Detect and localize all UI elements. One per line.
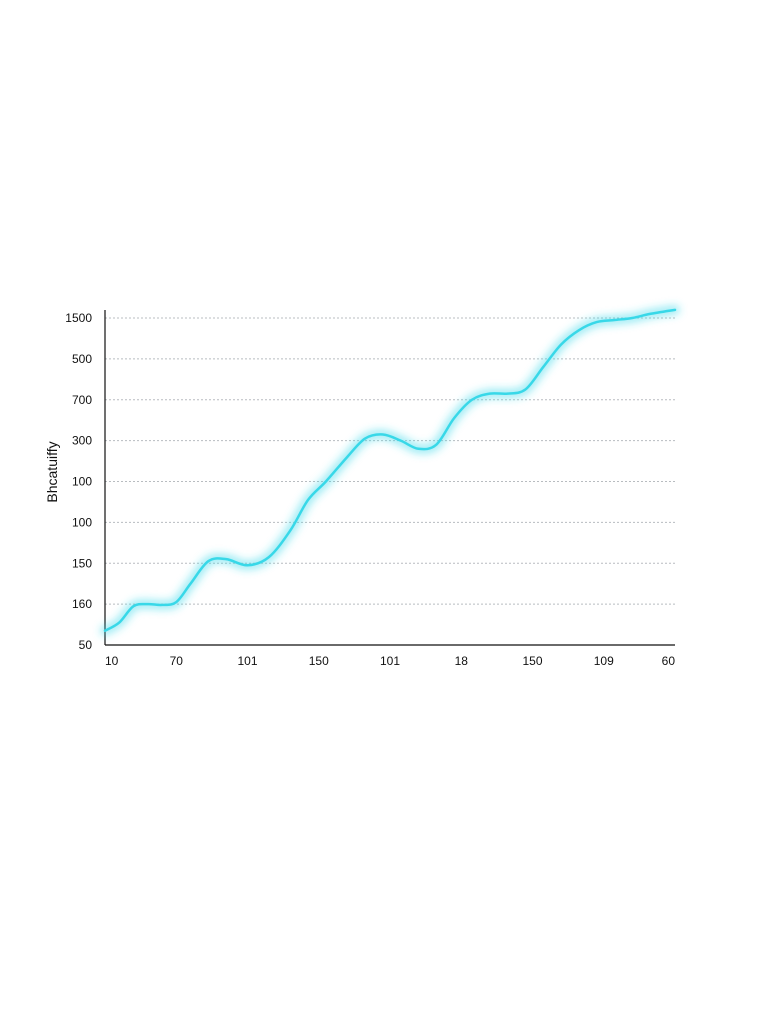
x-tick-label: 18 (455, 654, 469, 668)
x-tick-label: 150 (309, 654, 329, 668)
x-tick-label: 70 (170, 654, 184, 668)
axes (104, 310, 675, 646)
x-tick-label: 10 (105, 654, 119, 668)
y-tick-label: 100 (72, 515, 92, 529)
x-tick-label: 150 (522, 654, 542, 668)
gridlines (105, 317, 675, 605)
y-tick-label: 160 (72, 597, 92, 611)
y-tick-label: 300 (72, 434, 92, 448)
x-tick-labels: 10 70 101 150 101 18 150 109 60 (105, 654, 675, 668)
y-axis-title: Bhcatuiffy (44, 441, 60, 502)
y-tick-label: 700 (72, 393, 92, 407)
series-line (103, 308, 677, 632)
x-tick-label: 109 (594, 654, 614, 668)
y-tick-label: 50 (79, 638, 93, 652)
y-tick-labels: 50 160 150 100 100 300 700 500 1500 (65, 311, 92, 652)
y-tick-label: 100 (72, 475, 92, 489)
y-tick-label: 500 (72, 352, 92, 366)
y-tick-label: 1500 (65, 311, 92, 325)
x-tick-label: 101 (380, 654, 400, 668)
x-tick-label: 60 (662, 654, 676, 668)
y-tick-label: 150 (72, 556, 92, 570)
series (100, 304, 680, 636)
x-tick-label: 101 (237, 654, 257, 668)
